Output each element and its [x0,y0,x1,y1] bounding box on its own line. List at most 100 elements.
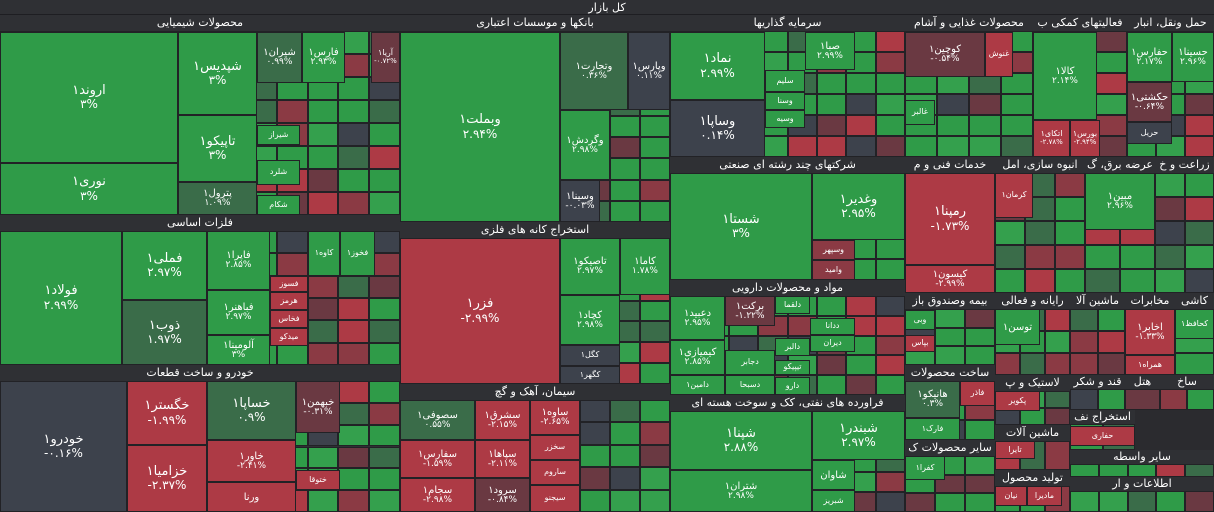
stock-change: ۳% [80,188,98,203]
filler-cell [875,94,905,115]
stock-name: ددانا [825,321,840,331]
sector-header: سایر واسطه [1070,450,1214,464]
stock-cell: دجابر [725,350,775,375]
filler-cell [338,169,370,192]
stock-name: کحافظ۱ [1180,318,1209,328]
stock-change: -۲.۹۸% [422,494,453,505]
filler-cell [338,320,370,343]
stock-change: -۰.۷۲% [374,57,397,66]
stock-name: حریل [1140,127,1159,137]
filler-cell [846,73,876,94]
stock-change: ۰.۵۵% [424,419,451,430]
filler-cell [875,258,905,280]
filler-cell [1097,389,1125,410]
stock-name: فخاس [278,313,300,323]
stock-name: کرمان۱ [1001,190,1027,200]
stock-cell: سصوفی۱ ۰.۵۵% [400,400,475,440]
filler-cell [1055,245,1085,269]
filler-cell [1055,221,1085,245]
filler-cell [610,115,640,138]
filler-cell [610,137,640,159]
stock-name: کیمیازی۱ [678,347,717,359]
sector-header: سیمان، آهک و گچ [400,384,670,400]
filler-cell [935,309,965,328]
stock-name: سجام۱ [422,484,453,496]
filler-cell [338,298,370,321]
filler-cell [369,446,400,469]
stock-cell: وسیه [765,110,805,128]
filler-cell [1095,31,1127,52]
stock-cell: کوچین۱ -۰.۵۴% [905,32,985,77]
filler-cell [338,342,370,365]
filler-cell [1185,464,1214,477]
stock-name: شپدیس۱ [193,58,242,74]
filler-cell [1045,408,1070,425]
sector-header: خودرو و ساخت قطعات [0,365,400,381]
stock-cell: حفارس۱ ۲.۱۷% [1127,32,1172,82]
filler-cell [1025,245,1055,269]
stock-cell: شاوان [812,460,855,490]
stock-name: فخوز۱ [346,248,369,258]
filler-cell [1020,353,1045,375]
filler-cell [1001,73,1033,94]
stock-change: -۰.۱۶% [44,446,83,461]
stock-cell: کفرا۱ [905,456,945,480]
stock-change: -۲.۹۹% [935,278,965,289]
stock-change: ۲.۹۶% [1107,201,1133,212]
stock-change: -۱.۳۳% [1135,331,1165,342]
filler-cell [937,136,969,157]
stock-name: غالبر [912,107,928,117]
stock-cell: دسبحا [725,375,775,395]
stock-cell: غالبر [905,100,935,125]
stock-name: میدکو [279,331,299,341]
stock-cell: پکویر [995,391,1040,411]
stock-name: مادیرا [1034,490,1055,500]
stock-change: -۲.۷۸% [1040,138,1063,147]
filler-cell [338,402,370,425]
sector-header: بیمه وصندوق باز [905,293,995,309]
filler-cell [276,253,308,276]
stock-name: خاور۱ [239,450,264,462]
filler-cell [875,73,905,94]
stock-cell: صبا۱ ۲.۹۹% [805,32,855,70]
filler-cell [610,422,640,445]
stock-cell: هانیکو۱ ۰.۳% [905,381,960,418]
filler-cell [640,363,670,384]
stock-cell: ددانا [810,318,855,335]
stock-cell: هرمز [270,292,308,310]
filler-cell [369,146,400,169]
stock-cell: تیپیکو [775,360,810,375]
sector-header: خدمات فنی و م [905,157,995,173]
stock-name: کگل۱ [580,350,600,360]
stock-name: وسیه [776,113,794,123]
stock-name: کوچین۱ [928,44,962,56]
stock-change: ۰.۹۹% [266,57,293,68]
stock-name: شبندر۱ [839,420,878,436]
stock-change: ۰.۱۴% [700,128,735,143]
filler-cell [846,296,876,316]
stock-name: فسوز [279,278,299,288]
stock-name: دسبحا [739,379,761,389]
stock-name: دامین۱ [686,379,709,389]
stock-name: کاوه۱ [314,248,334,258]
stock-change: -۲.۹۹% [460,310,500,325]
stock-name: سفارس۱ [418,448,457,460]
filler-cell [1045,309,1070,331]
stock-cell: وسپهر [812,240,855,260]
sector-header: بانکها و موسسات اعتباری [400,15,670,31]
stock-change: ۲.۹۹% [43,297,79,312]
stock-cell: کیسون۱ -۲.۹۹% [905,265,995,293]
stock-cell: ساروم [530,460,580,485]
stock-cell: فارک۱ [905,418,960,440]
filler-cell [307,446,339,469]
stock-name: نوری۱ [72,174,106,190]
stock-change: -۰.۶۴% [1134,101,1165,112]
stock-name: خزامیا۱ [146,463,188,479]
stock-cell: وغدیر۱ ۲.۹۵% [812,173,905,240]
stock-name: توسن۱ [1002,321,1033,333]
filler-cell [1185,115,1214,136]
stock-change: -۲.۹۴% [1073,138,1097,147]
stock-name: شپنا۱ [726,425,756,441]
stock-name: سپاها۱ [488,448,517,460]
stock-name: وسینا۱ [566,190,594,202]
